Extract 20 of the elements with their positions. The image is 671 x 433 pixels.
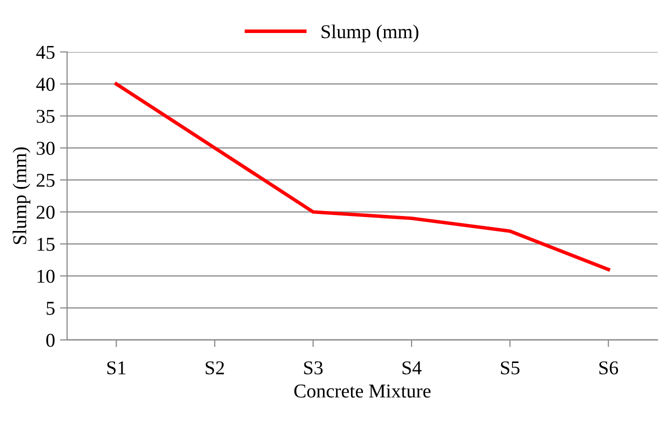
y-axis-title: Slump (mm) [12,147,30,244]
y-tick-label: 20 [36,206,55,219]
x-tick-label: S2 [206,361,224,374]
y-tick-label: 25 [36,174,55,187]
x-axis-title: Concrete Mixture [294,384,431,398]
y-tick-label: 45 [36,46,55,59]
x-tick-label: S6 [599,361,618,374]
y-tick-label: 35 [36,110,55,123]
x-tick-label: S3 [304,361,323,374]
x-tick-label: S5 [500,361,520,374]
y-tick-label: 15 [38,238,55,251]
line-series [114,82,610,272]
y-tick-label: 5 [46,302,55,315]
y-tick-label: 40 [36,78,55,91]
legend-label: Slump (mm) [322,24,418,42]
x-tick-label: S4 [402,361,422,374]
y-tick-label: 10 [38,270,55,283]
y-tick-label: 0 [46,334,55,347]
y-tick-label: 30 [36,142,55,155]
x-tick-label: S1 [107,361,126,374]
